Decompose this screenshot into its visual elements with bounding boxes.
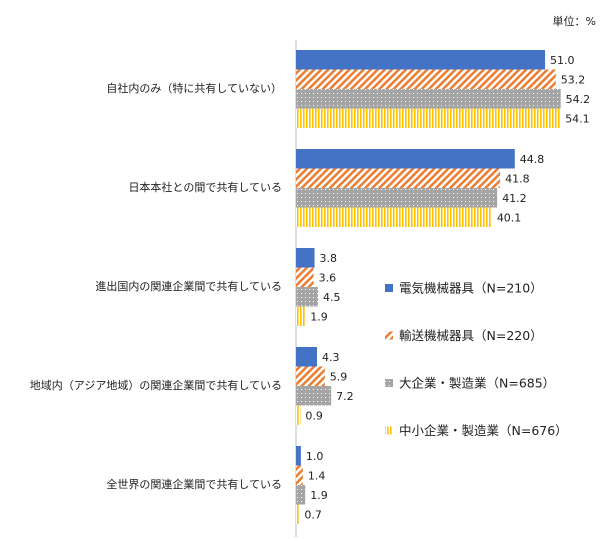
bar	[296, 386, 332, 406]
bar	[296, 168, 501, 188]
bar	[296, 69, 556, 89]
value-label: 51.0	[550, 54, 575, 67]
value-label: 1.4	[308, 469, 326, 482]
value-label: 4.3	[322, 351, 340, 364]
bar	[296, 485, 306, 505]
category-label: 全世界の関連企業間で共有している	[106, 477, 282, 491]
category-label: 日本本社との間で共有している	[128, 180, 282, 194]
unit-label: 単位：%	[553, 14, 596, 28]
value-label: 3.6	[319, 271, 337, 284]
value-label: 40.1	[497, 211, 522, 224]
value-label: 0.9	[305, 409, 323, 422]
category-label: 自社内のみ（特に共有していない）	[106, 81, 282, 95]
value-label: 54.1	[565, 112, 590, 125]
bar	[296, 248, 315, 268]
value-label: 1.9	[310, 310, 328, 323]
value-label: 4.5	[323, 291, 341, 304]
bar	[296, 108, 561, 128]
category-label: 地域内（アジア地域）の関連企業間で共有している	[30, 378, 282, 392]
value-label: 5.9	[330, 370, 348, 383]
value-label: 44.8	[520, 153, 545, 166]
bar	[296, 465, 303, 485]
value-label: 0.7	[304, 508, 322, 521]
category-label: 進出国内の関連企業間で共有している	[95, 279, 282, 293]
value-label: 1.9	[310, 489, 328, 502]
bar	[296, 306, 306, 326]
bar	[296, 347, 317, 367]
value-label: 54.2	[566, 93, 591, 106]
legend-label: 大企業・製造業（N=685）	[399, 376, 555, 391]
legend-marker	[385, 284, 393, 292]
bar	[296, 366, 325, 386]
legend-marker	[385, 379, 393, 387]
bar	[296, 504, 300, 524]
legend-marker	[385, 426, 393, 435]
value-label: 53.2	[561, 73, 586, 86]
value-label: 41.8	[505, 172, 529, 185]
legend-label: 輸送機械器具（N=220）	[399, 328, 543, 343]
legend-label: 中小企業・製造業（N=676）	[399, 423, 568, 438]
value-label: 1.0	[306, 450, 324, 463]
bar	[296, 188, 498, 208]
bar	[296, 50, 546, 70]
bar	[296, 287, 318, 307]
bar	[296, 89, 561, 109]
bar	[296, 149, 515, 169]
legend-marker	[385, 331, 393, 340]
value-label: 41.2	[502, 192, 527, 205]
bar	[296, 267, 314, 287]
bar	[296, 207, 492, 227]
legend-label: 電気機械器具（N=210）	[399, 281, 543, 296]
bar	[296, 446, 301, 466]
value-label: 7.2	[336, 390, 354, 403]
value-label: 3.8	[320, 252, 338, 265]
bar	[296, 405, 301, 425]
